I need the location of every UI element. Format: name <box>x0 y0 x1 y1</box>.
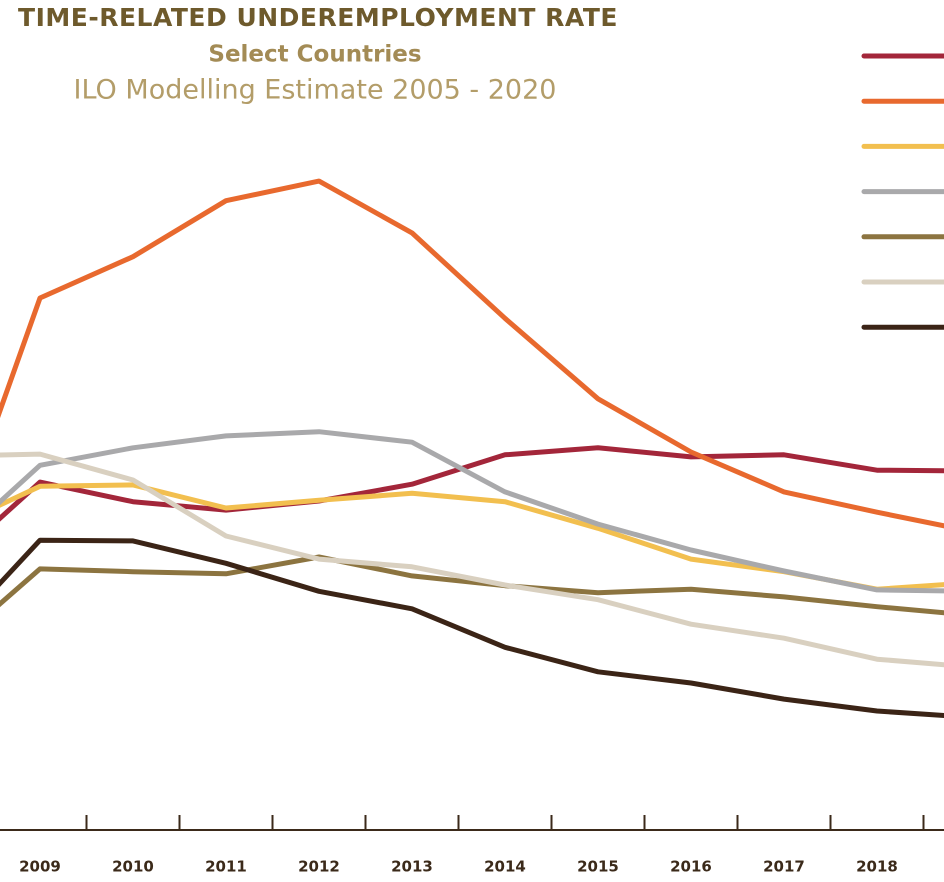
x-ticks: 2009 2010 2011 2012 2013 2014 2015 2016 2017 2018 <box>19 815 925 876</box>
x-tick-label: 2018 <box>856 858 898 876</box>
series-line <box>0 537 944 719</box>
x-tick-label: 2011 <box>205 858 247 876</box>
x-tick-label: 2015 <box>577 858 619 876</box>
legend <box>861 53 944 330</box>
x-tick-label: 2016 <box>670 858 712 876</box>
x-tick-label: 2012 <box>298 858 340 876</box>
chart-note: ILO Modelling Estimate 2005 - 2020 <box>74 75 557 106</box>
x-tick-label: 2009 <box>19 858 61 876</box>
series-line <box>0 178 944 529</box>
chart-subtitle: Select Countries <box>208 42 421 68</box>
x-tick-label: 2017 <box>763 858 805 876</box>
series-line <box>0 554 944 616</box>
x-tick-label: 2013 <box>391 858 433 876</box>
series-line <box>0 429 944 594</box>
series-line <box>0 445 944 522</box>
chart-title: TIME-RELATED UNDEREMPLOYMENT RATE <box>18 3 618 32</box>
series-line <box>0 451 944 668</box>
x-tick-label: 2014 <box>484 858 526 876</box>
plot <box>0 178 944 719</box>
x-tick-label: 2010 <box>112 858 154 876</box>
